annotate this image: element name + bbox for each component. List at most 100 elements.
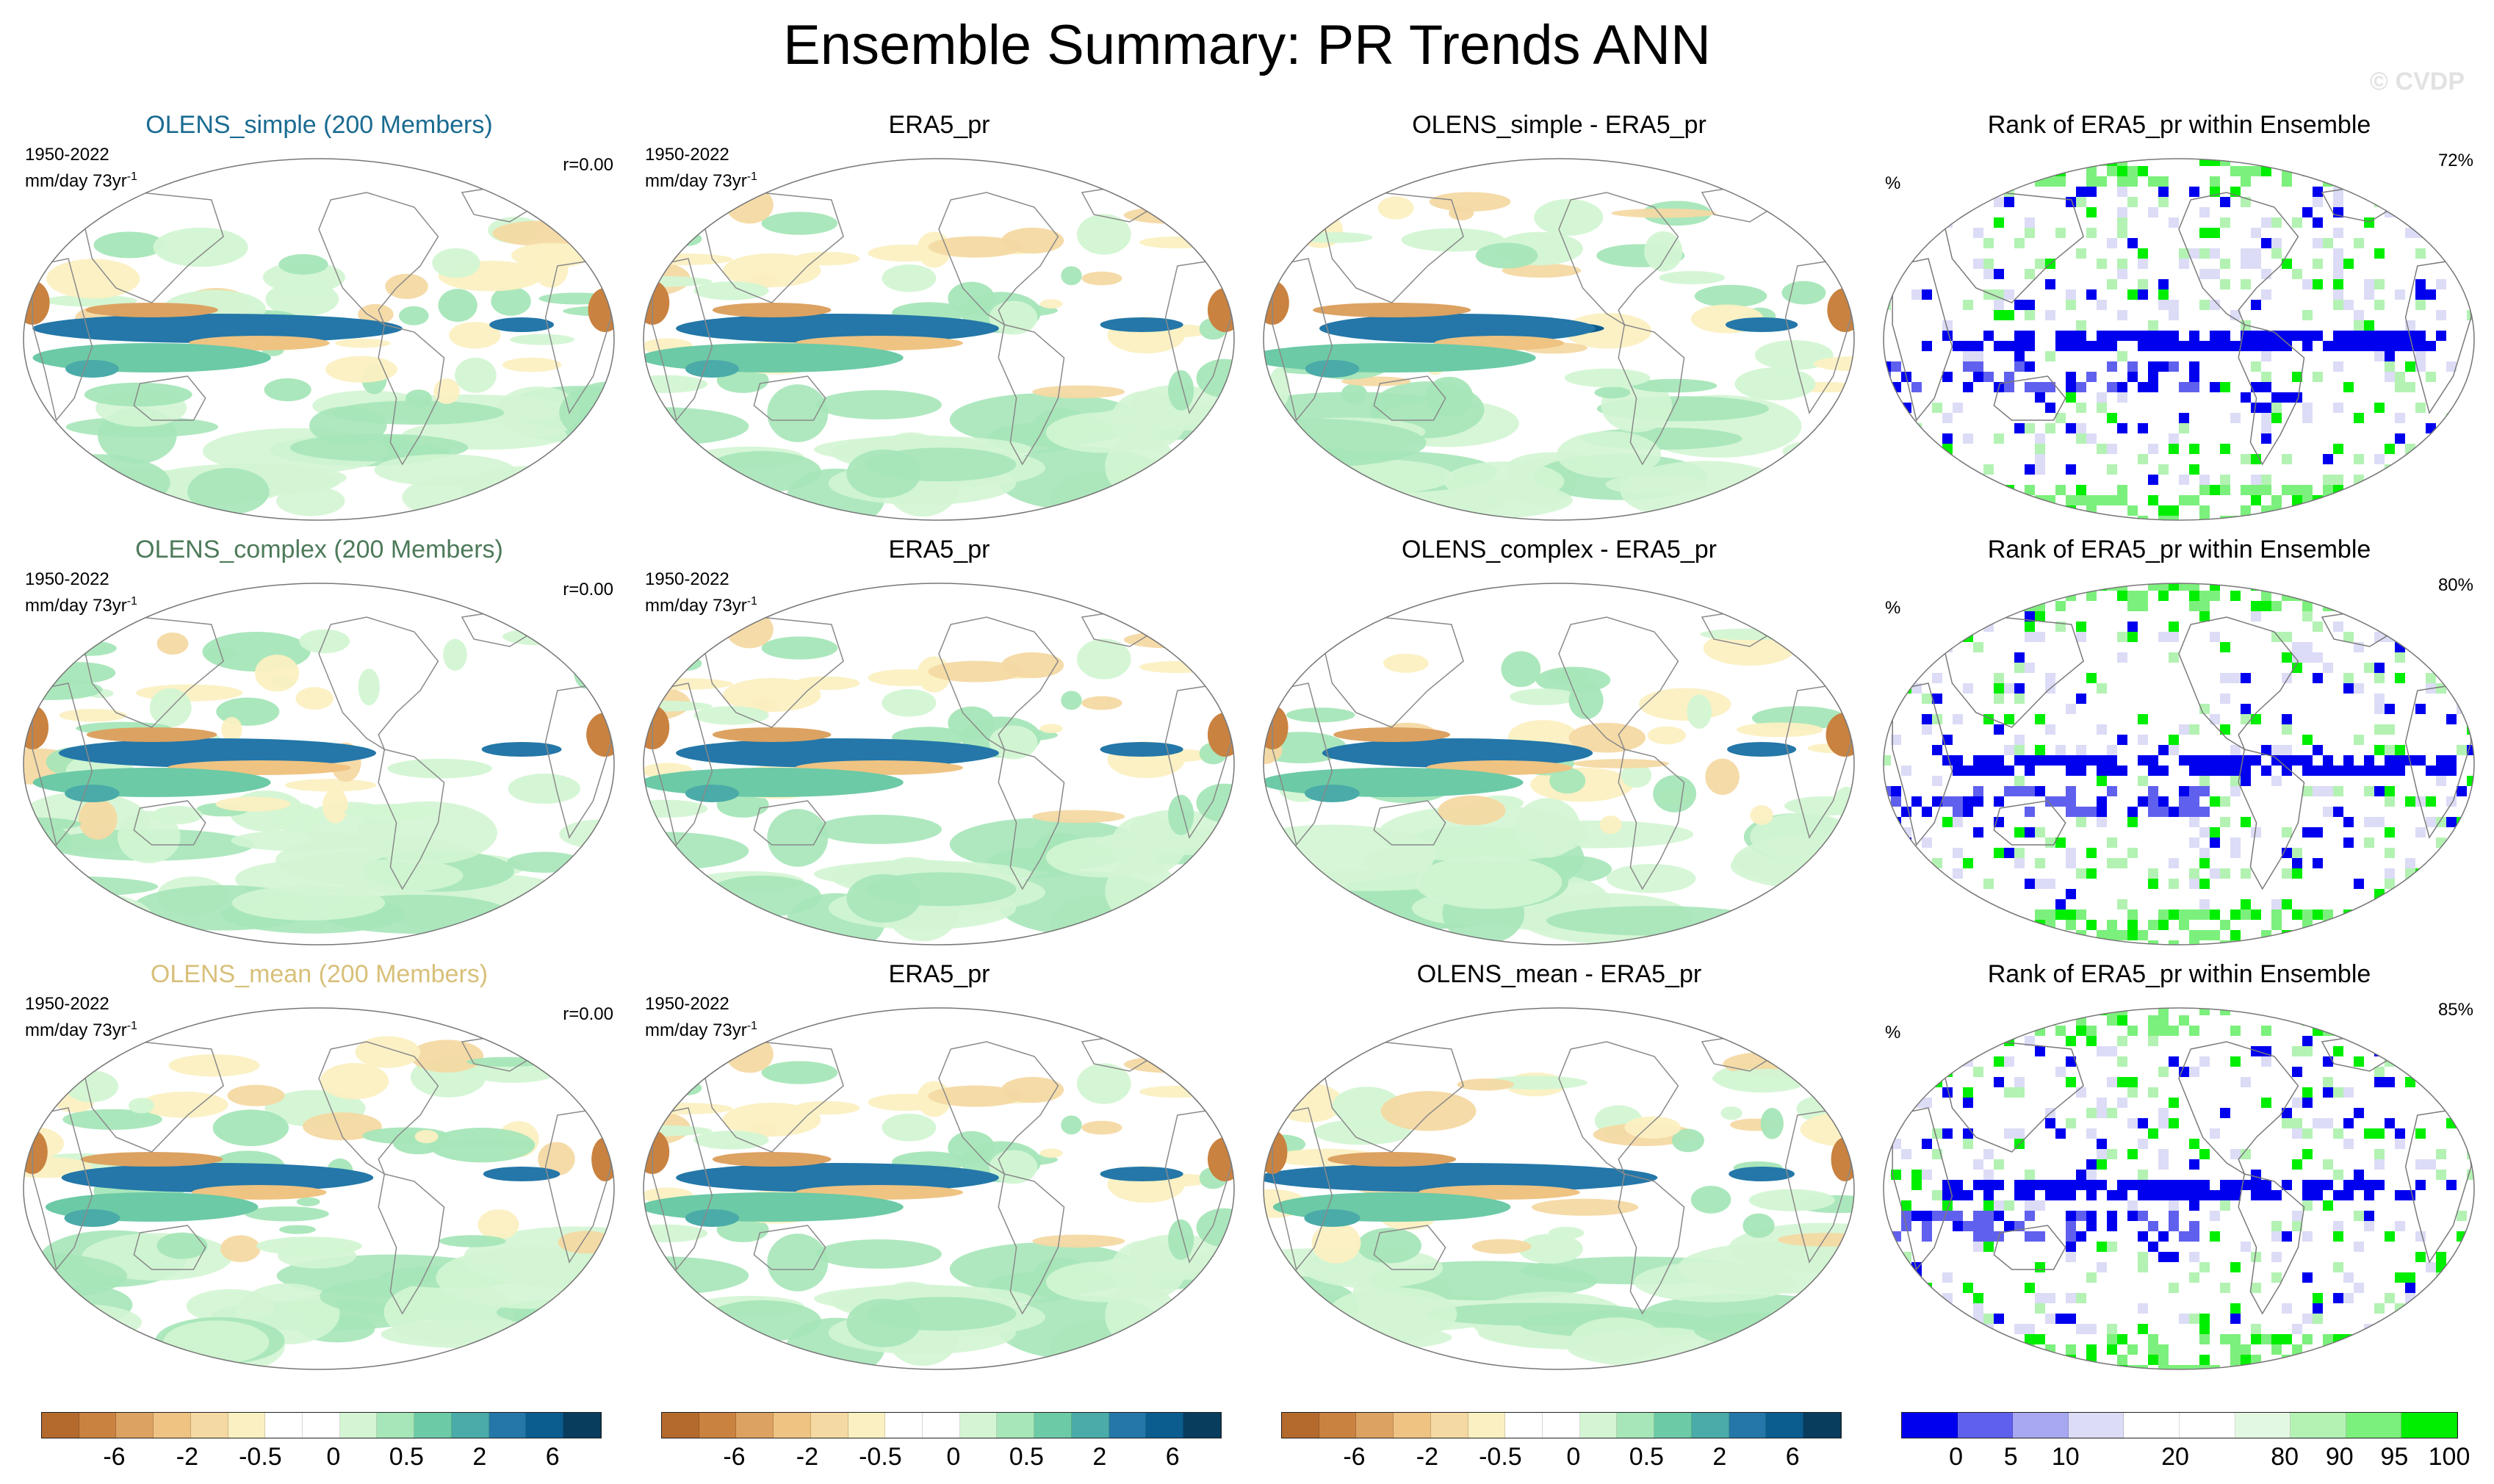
rank-cell-154 — [2127, 238, 2138, 248]
rank-cell-161 — [2045, 1118, 2055, 1128]
rank-cell-544 — [1942, 495, 1953, 505]
rank-cell-465 — [2395, 433, 2405, 444]
rank-cell-310 — [2076, 341, 2086, 351]
rank-cell-274 — [2374, 1180, 2385, 1190]
rank-cell-437 — [2210, 838, 2220, 848]
trend-band-72 — [1729, 1167, 1795, 1181]
rank-cell-505 — [2467, 899, 2474, 910]
rank-cell-599 — [2446, 505, 2457, 516]
rank-cell-217 — [2179, 724, 2189, 735]
rank-cell-262 — [2066, 755, 2076, 766]
rank-cell-40 — [2045, 166, 2055, 176]
trend-blob-20 — [1045, 1261, 1160, 1303]
land-outline-0 — [938, 1041, 1059, 1175]
rank-cell-236 — [2055, 745, 2066, 755]
rank-cell-402 — [2210, 382, 2220, 392]
rank-cell-228 — [1983, 1170, 1994, 1180]
rank-cell-586 — [2241, 505, 2251, 516]
rank-cell-221 — [2323, 1159, 2333, 1170]
rank-cell-158 — [1901, 673, 1911, 683]
rank-cell-282 — [2014, 1190, 2025, 1200]
rank-cell-309 — [2230, 766, 2241, 776]
trend-band-71 — [65, 785, 120, 802]
rank-cell-460 — [2035, 433, 2045, 444]
rank-cell-80 — [2148, 1036, 2158, 1046]
rank-cell-154 — [2086, 1108, 2097, 1118]
percent-unit-label: % — [1885, 598, 1901, 618]
rank-cell-478 — [2333, 444, 2343, 454]
rank-cell-75 — [2138, 601, 2148, 611]
rank-cell-178 — [2004, 1128, 2014, 1139]
trend-blob-37 — [1518, 1233, 1583, 1264]
rank-cell-510 — [2415, 1334, 2426, 1344]
colorbar-swatch-10 — [414, 1413, 452, 1438]
trend-map — [23, 1007, 615, 1370]
rank-cell-438 — [2230, 838, 2241, 848]
rank-cell-9 — [2004, 159, 2014, 166]
rank-cell-53 — [1963, 1026, 1973, 1036]
rank-cell-139 — [2323, 1087, 2333, 1098]
rank-cell-229 — [2025, 1170, 2035, 1180]
rank-cell-576 — [2210, 1365, 2220, 1369]
rank-cell-370 — [2138, 796, 2148, 807]
rank-cell-615 — [2374, 516, 2385, 520]
rank-cell-292 — [2158, 1190, 2169, 1200]
rank-cell-38 — [2158, 1015, 2169, 1026]
rank-cell-347 — [2189, 786, 2199, 796]
colorbar-swatch-11 — [451, 1413, 489, 1438]
rank-cell-578 — [2261, 930, 2271, 940]
rank-cell-313 — [2107, 341, 2117, 351]
land-outline-1 — [378, 324, 445, 466]
rank-cell-69 — [1973, 601, 1983, 611]
rank-cell-385 — [2467, 1231, 2474, 1242]
rank-cell-398 — [2199, 807, 2210, 817]
rank-cell-496 — [2035, 464, 2045, 475]
colorbar-swatch-10 — [1654, 1413, 1692, 1438]
rank-cell-396 — [2107, 382, 2117, 392]
rank-cell-131 — [1911, 642, 1922, 652]
colorbar-3: -6 -2 -0.5 0 0.5 2 6 — [1281, 1412, 1842, 1475]
rank-cell-99 — [2446, 187, 2457, 197]
rank-cell-182 — [2354, 683, 2364, 694]
colorbar-label: 6 — [1785, 1443, 1800, 1471]
rank-cell-52 — [2302, 166, 2313, 176]
rank-cell-208 — [2230, 1149, 2241, 1159]
rank-cell-611 — [2220, 516, 2230, 520]
rank-cell-18 — [2179, 583, 2189, 591]
land-outline-0 — [2178, 192, 2299, 326]
rank-cell-311 — [2086, 341, 2097, 351]
rank-cell-131 — [1942, 1087, 1953, 1098]
rank-cell-429 — [2374, 403, 2385, 413]
trend-blob-32 — [1621, 763, 1652, 788]
trend-blob-29 — [168, 1054, 260, 1077]
correlation-label: r=0.00 — [563, 1004, 613, 1024]
rank-cell-238 — [2169, 300, 2179, 310]
rank-cell-338 — [1973, 786, 1983, 796]
rank-cell-603 — [2426, 940, 2436, 945]
trend-blob-54 — [1549, 768, 1586, 794]
rank-cell-308 — [2055, 341, 2066, 351]
rank-cell-109 — [1942, 1067, 1953, 1077]
rank-cell-267 — [2025, 331, 2035, 341]
rank-cell-120 — [2127, 632, 2138, 642]
rank-cell-437 — [2261, 413, 2271, 423]
rank-cell-507 — [2199, 475, 2210, 485]
trend-blob-36 — [1204, 1041, 1234, 1059]
rank-cell-224 — [1891, 735, 1901, 745]
land-outline-1 — [2238, 324, 2305, 466]
map-panel-10: ERA5_pr 1950-2022 mm/day 73yr-1 — [629, 959, 1250, 1386]
rank-cell-203 — [1953, 714, 1963, 724]
rank-cell-357 — [2127, 361, 2138, 372]
rank-cell-546 — [2086, 920, 2097, 930]
land-outline-1 — [1618, 324, 1685, 466]
rank-cell-433 — [2045, 838, 2055, 848]
colorbar-swatch-11 — [1691, 1413, 1729, 1438]
colorbar-label: 2 — [472, 1443, 487, 1471]
rank-cell-26 — [2343, 583, 2354, 591]
rank-cell-423 — [2097, 403, 2107, 413]
trend-band-72 — [1100, 1167, 1183, 1181]
rank-cell-552 — [2241, 1355, 2251, 1365]
trend-blob-58 — [414, 1130, 439, 1144]
rank-cell-24 — [2364, 159, 2374, 166]
rank-cell-209 — [2241, 714, 2251, 724]
